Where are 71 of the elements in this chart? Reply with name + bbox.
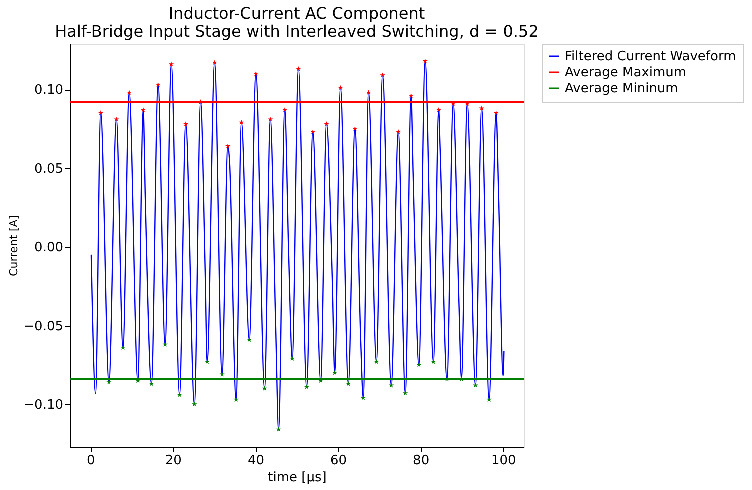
point	[106, 380, 112, 385]
point	[310, 129, 316, 134]
point	[183, 122, 189, 127]
point	[98, 110, 104, 116]
point	[254, 71, 259, 76]
point	[296, 66, 302, 72]
y-axis-title: Current [A]	[8, 216, 21, 276]
point	[346, 381, 352, 386]
point	[380, 72, 386, 78]
point	[324, 122, 330, 127]
point	[177, 392, 182, 398]
point	[450, 101, 456, 106]
point	[332, 370, 338, 376]
point	[408, 93, 414, 98]
point	[338, 85, 344, 90]
point	[234, 397, 239, 402]
point	[225, 144, 231, 149]
point	[388, 382, 394, 388]
point	[204, 359, 210, 364]
y-tick-label: −0.05	[24, 319, 64, 334]
point	[304, 384, 310, 390]
y-tick-label: 0.05	[34, 162, 64, 177]
point	[114, 116, 120, 122]
point	[149, 381, 154, 386]
chart-subtitle: Half-Bridge Input Stage with Interleaved Switching, d = 0.52	[55, 22, 539, 41]
point	[352, 126, 358, 132]
point	[239, 120, 244, 125]
x-tick-label: 40	[248, 454, 264, 468]
point	[436, 107, 442, 112]
chart-title: Inductor-Current AC Component	[168, 4, 426, 23]
point	[198, 100, 204, 104]
point	[366, 90, 372, 96]
legend-label: Filtered Current Waveform	[565, 50, 736, 64]
point	[220, 372, 225, 377]
point	[479, 106, 485, 111]
point	[120, 345, 126, 350]
point	[374, 359, 380, 364]
x-tick-label: 0	[86, 454, 96, 468]
point	[268, 116, 274, 122]
point	[126, 90, 132, 96]
point	[486, 397, 492, 402]
legend-label: Average Mininum	[565, 82, 678, 96]
point	[282, 107, 288, 112]
y-tick-label: −0.10	[24, 398, 64, 413]
legend-label: Average Maximum	[565, 66, 687, 80]
point	[246, 337, 252, 342]
point	[473, 382, 478, 388]
point	[168, 62, 174, 67]
point	[318, 378, 324, 384]
point	[402, 390, 408, 396]
point	[276, 426, 282, 432]
point	[464, 101, 470, 106]
x-tick-label: 80	[413, 454, 430, 468]
point	[192, 402, 198, 407]
y-tick-label: 0.10	[34, 83, 64, 98]
point	[422, 58, 428, 64]
y-tick-label: 0.00	[34, 240, 64, 256]
point	[290, 356, 296, 362]
point	[136, 378, 141, 384]
x-tick-label: 60	[330, 454, 348, 468]
point	[212, 60, 218, 66]
point	[156, 82, 161, 88]
x-tick-label: 100	[491, 454, 516, 468]
x-tick-label: 20	[165, 454, 182, 468]
point	[416, 362, 422, 368]
point	[396, 129, 402, 134]
x-axis-title: time [μs]	[268, 470, 327, 486]
point	[431, 359, 436, 364]
point	[494, 110, 499, 116]
point	[360, 395, 366, 400]
point	[262, 386, 268, 391]
